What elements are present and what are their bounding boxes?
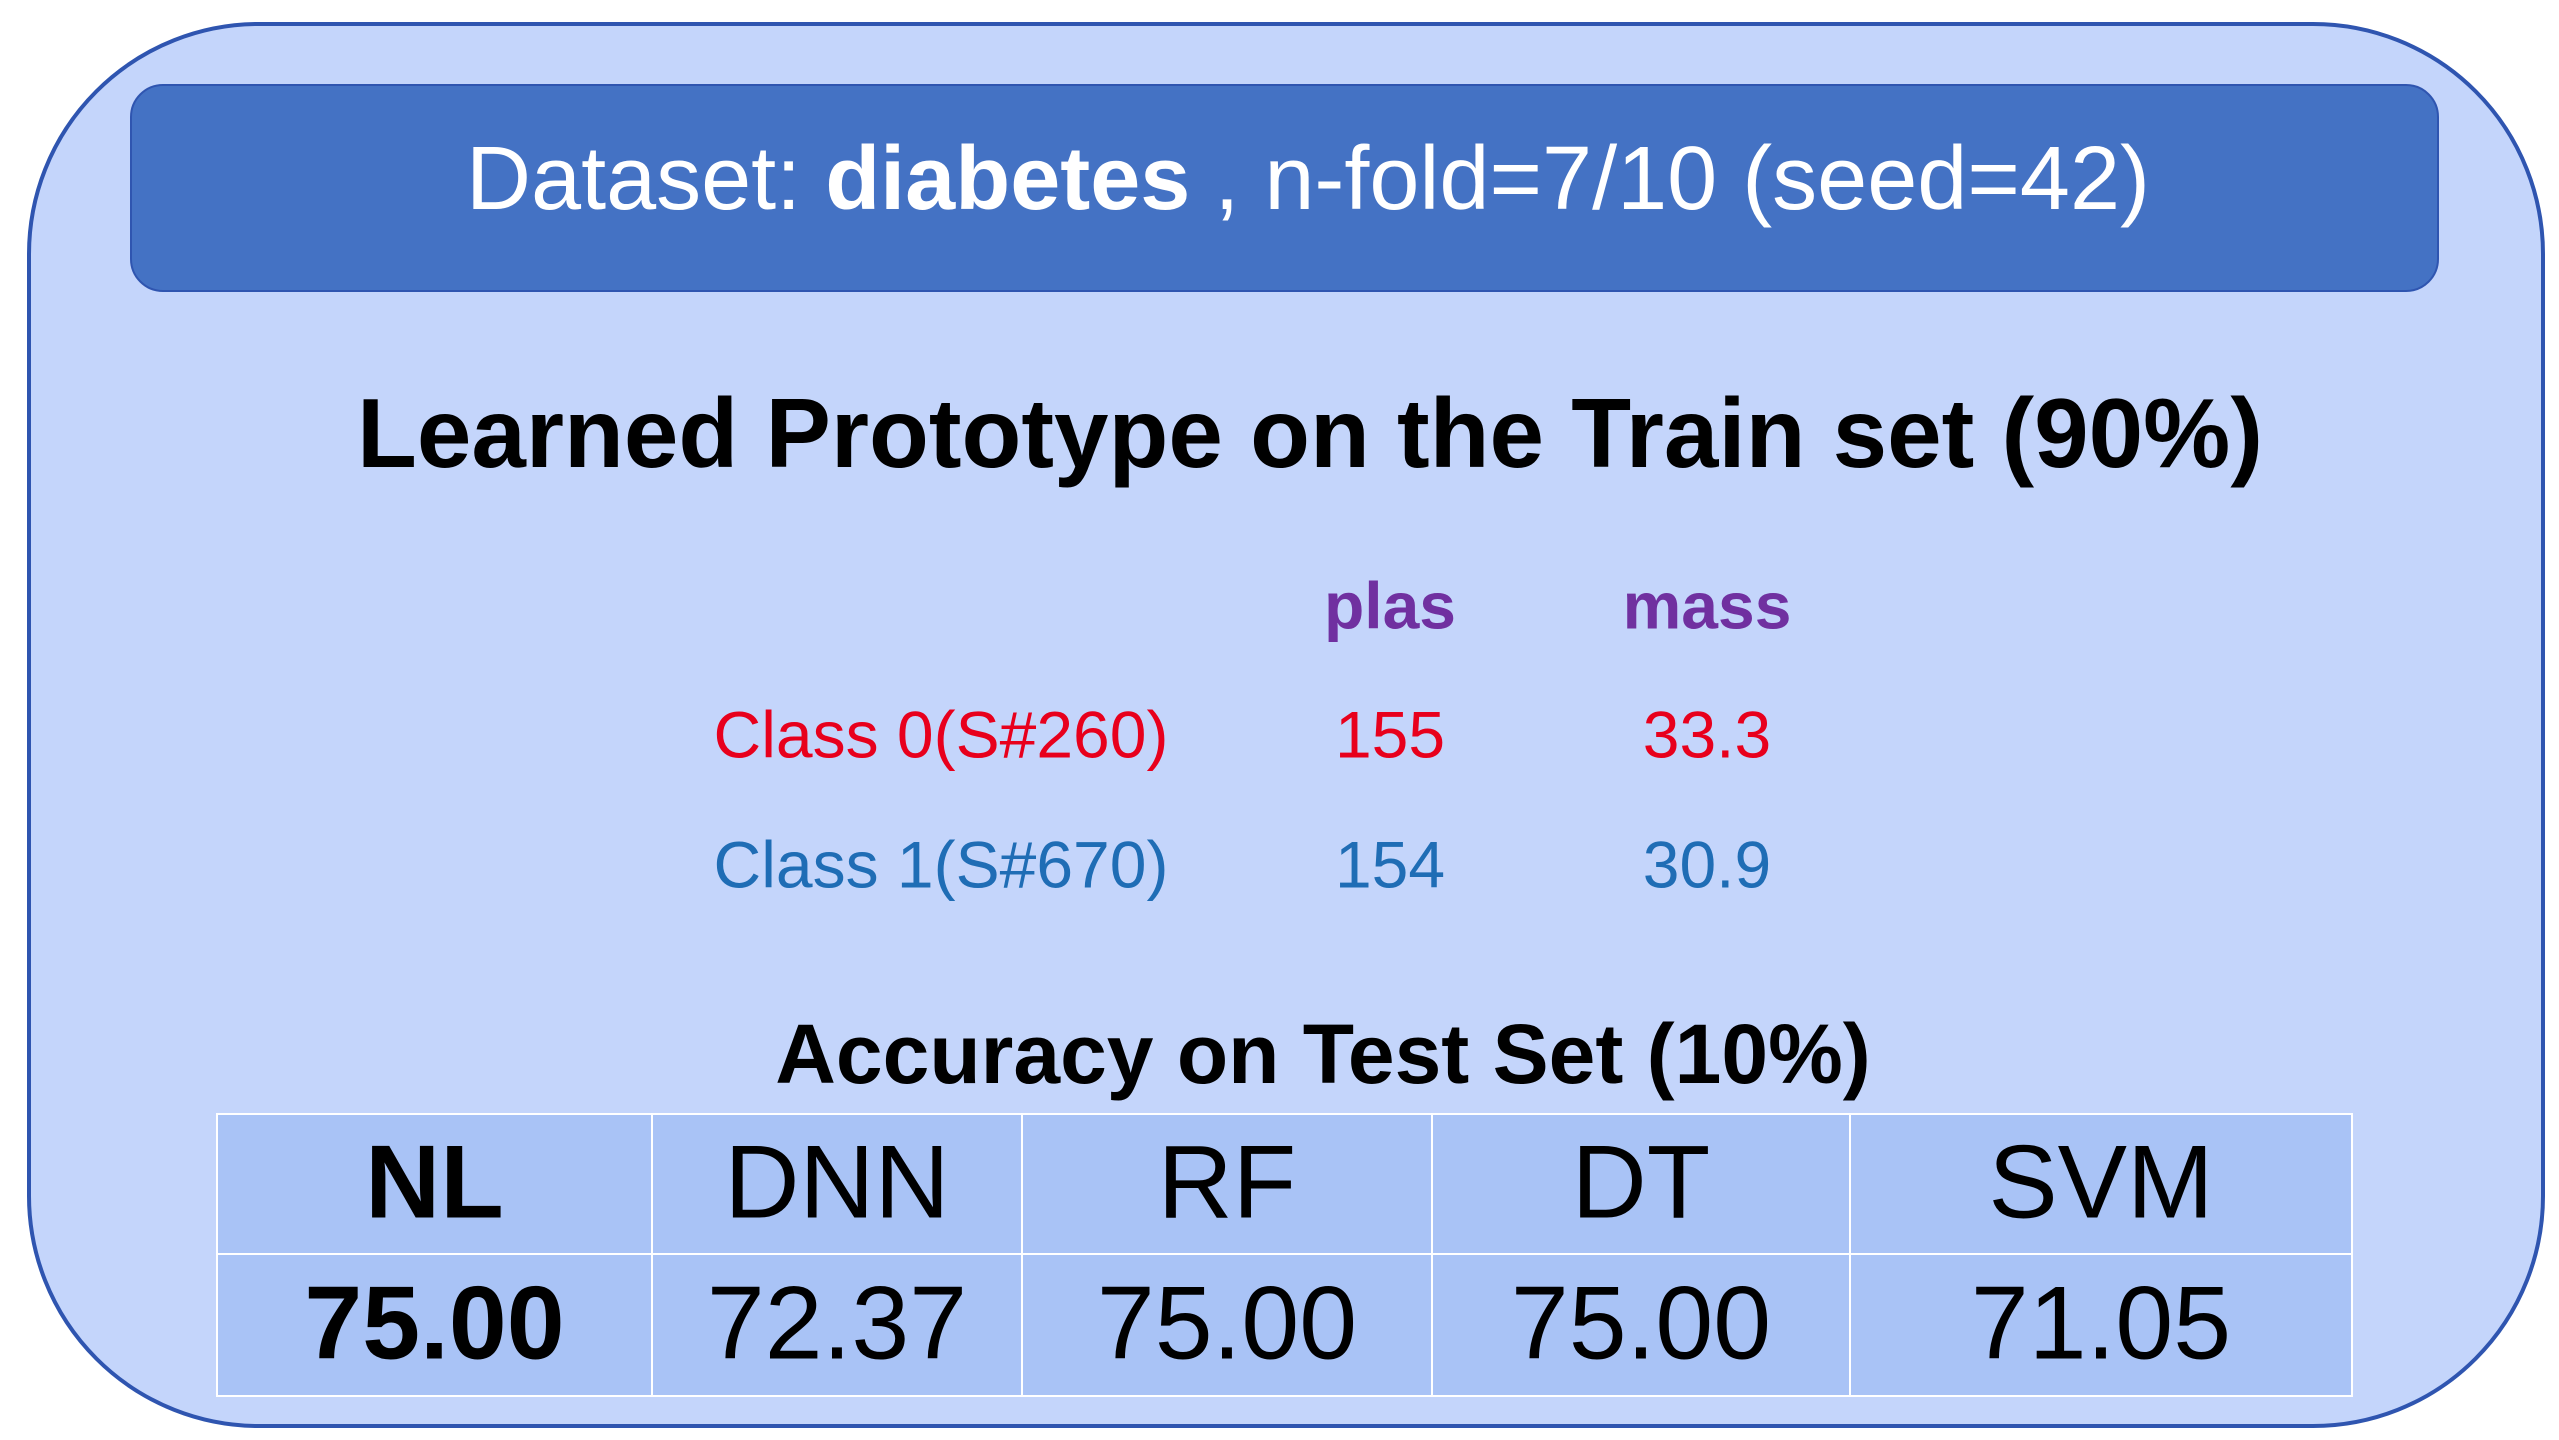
table-header: DT: [1572, 1124, 1711, 1240]
prototype-value: 30.9: [1643, 827, 1771, 901]
table-value: 75.00: [304, 1265, 564, 1381]
column-header: plas: [1324, 568, 1456, 642]
accuracy-title: Accuracy on Test Set (10%): [775, 1007, 1871, 1101]
table-value: 75.00: [1097, 1265, 1357, 1381]
table-value: 71.05: [1971, 1265, 2231, 1381]
prototype-value: 33.3: [1643, 697, 1771, 771]
header-suffix: , n-fold=7/10 (seed=42): [1214, 129, 2150, 229]
header-prefix: Dataset:: [466, 129, 801, 229]
accuracy-table: NL 75.00 DNN 72.37 RF 75.00 DT 75.00 SVM 71.05: [216, 1113, 2353, 1397]
prototype-value: 154: [1335, 827, 1445, 901]
header-bar: [130, 84, 2439, 292]
table-value: 72.37: [707, 1265, 967, 1381]
table-header: NL: [365, 1124, 504, 1240]
table-header: DNN: [724, 1124, 949, 1240]
table-header: RF: [1158, 1124, 1297, 1240]
header-dataset: diabetes: [825, 129, 1190, 229]
table-header: SVM: [1988, 1124, 2213, 1240]
panel: [27, 22, 2545, 1428]
header-text: Dataset: diabetes, n-fold=7/10 (seed=42): [466, 129, 2150, 229]
table-value: 75.00: [1511, 1265, 1771, 1381]
column-header: mass: [1623, 568, 1792, 642]
prototype-title: Learned Prototype on the Train set (90%): [357, 378, 2263, 488]
class-label: Class 1(S#670): [714, 827, 1169, 901]
prototype-value: 155: [1335, 697, 1445, 771]
class-label: Class 0(S#260): [714, 697, 1169, 771]
